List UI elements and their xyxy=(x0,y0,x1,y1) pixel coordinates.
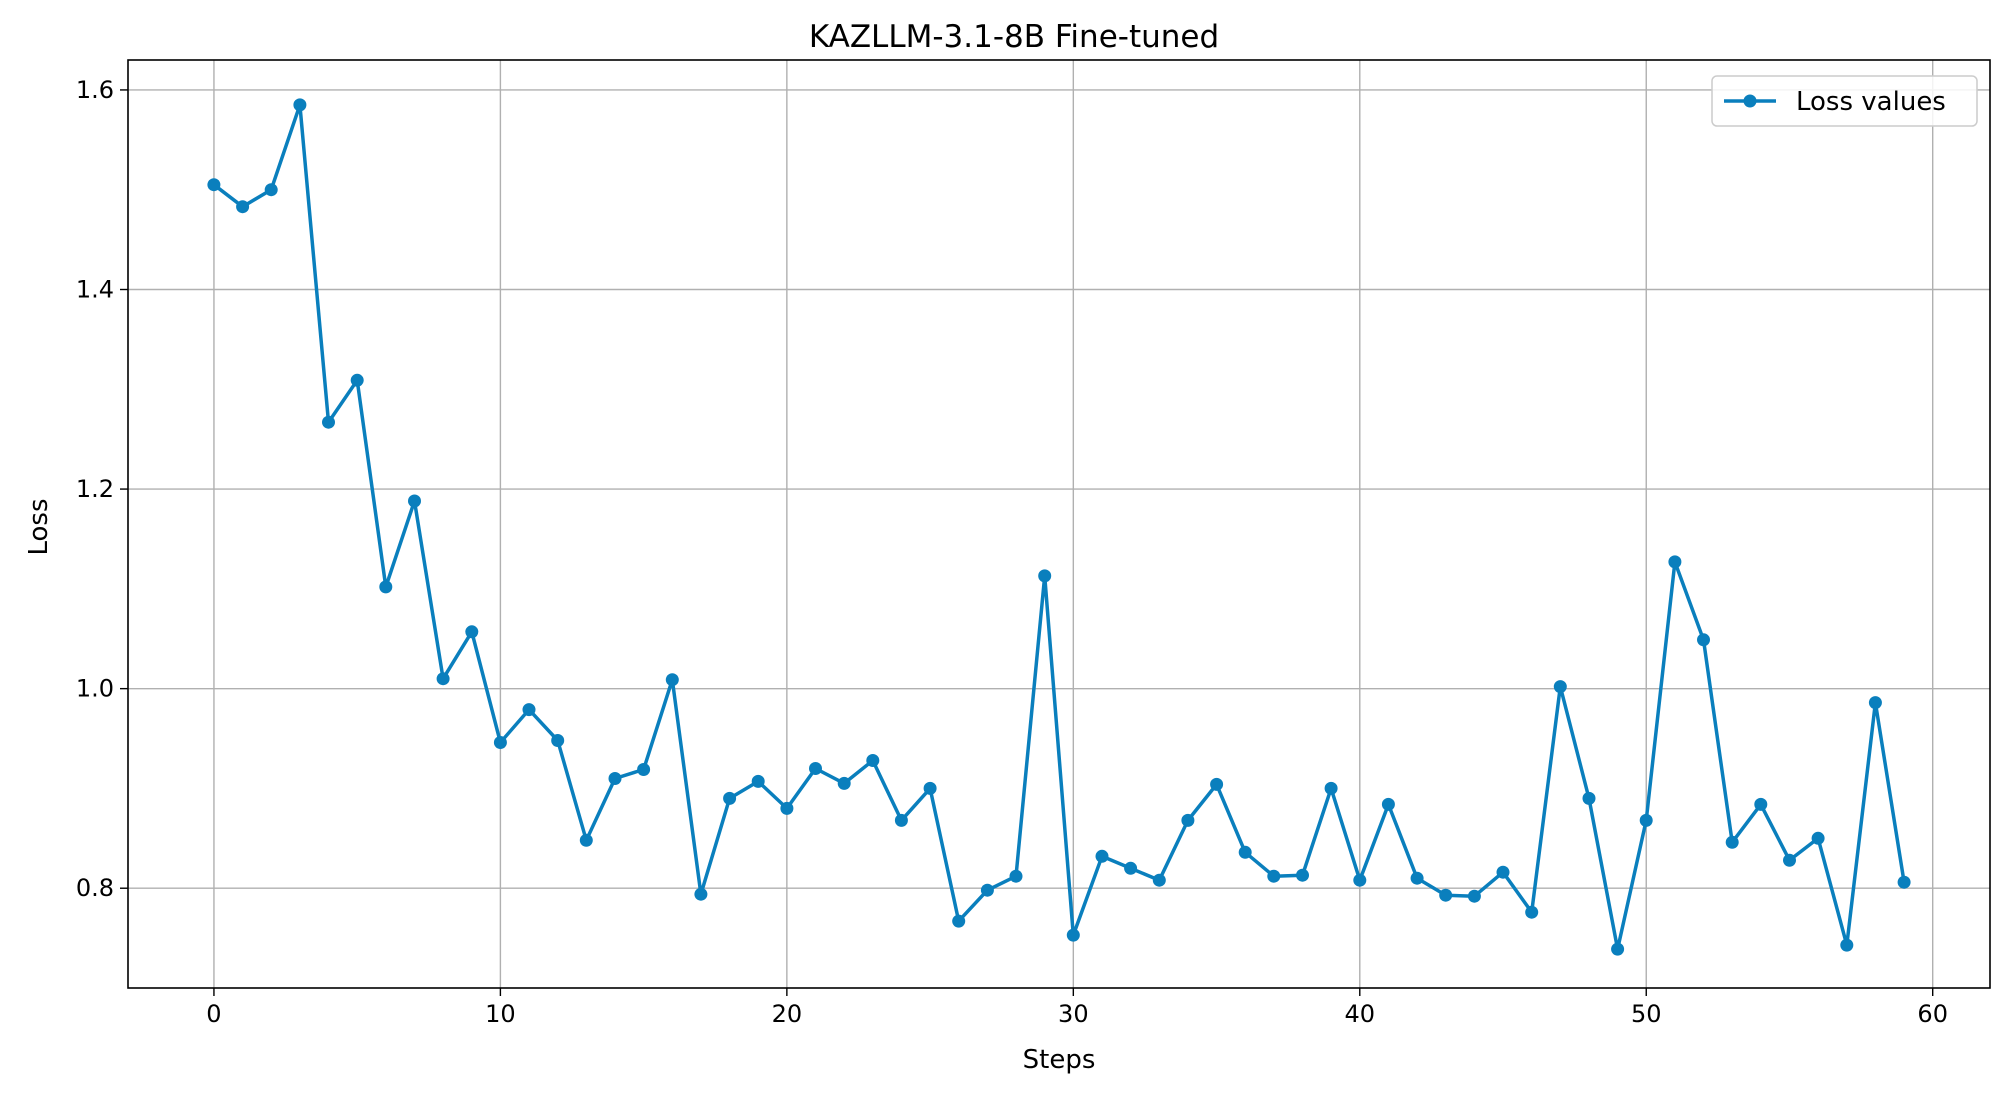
legend-entry-label: Loss values xyxy=(1796,87,1946,117)
x-axis-ticks: 0 10 20 30 40 50 60 xyxy=(206,988,1948,1028)
data-point xyxy=(837,776,851,790)
data-point xyxy=(1697,633,1710,647)
y-axis-label: Loss xyxy=(24,498,54,555)
data-point xyxy=(1639,813,1653,827)
data-point xyxy=(923,781,937,795)
data-point xyxy=(522,703,536,717)
x-axis-label: Steps xyxy=(1023,1045,1096,1075)
data-point xyxy=(1181,813,1195,827)
data-point xyxy=(1410,871,1424,885)
x-tick-label: 60 xyxy=(1917,1000,1948,1028)
data-point xyxy=(1267,869,1281,883)
grid xyxy=(128,60,1990,988)
data-point xyxy=(1439,888,1453,902)
data-point xyxy=(1897,875,1911,889)
y-tick-label: 1.6 xyxy=(76,76,114,104)
data-point xyxy=(608,772,622,785)
data-point xyxy=(1095,849,1109,863)
data-point xyxy=(322,415,335,429)
legend-marker-swatch xyxy=(1743,94,1757,108)
data-point xyxy=(493,736,507,749)
data-point xyxy=(1066,928,1080,942)
data-point xyxy=(952,914,966,928)
data-point xyxy=(1783,853,1796,867)
data-point xyxy=(1725,835,1739,849)
data-point xyxy=(551,734,565,747)
data-point xyxy=(665,673,679,687)
plot-frame xyxy=(127,59,1991,989)
data-point xyxy=(751,774,765,788)
data-point xyxy=(408,494,421,508)
data-point xyxy=(723,791,737,805)
data-point xyxy=(1210,777,1224,791)
data-point xyxy=(1525,905,1539,919)
data-point xyxy=(293,98,307,112)
data-point xyxy=(579,833,593,847)
data-point xyxy=(350,373,364,387)
data-point xyxy=(1668,555,1682,569)
data-point xyxy=(436,672,450,686)
data-point xyxy=(1754,797,1768,811)
data-point xyxy=(894,813,908,827)
legend-frame xyxy=(1711,75,1978,127)
data-point xyxy=(264,183,278,197)
data-point xyxy=(1238,845,1252,859)
x-tick-label: 20 xyxy=(772,1000,803,1028)
data-point xyxy=(236,200,250,214)
x-tick-label: 40 xyxy=(1345,1000,1376,1028)
data-point xyxy=(1496,865,1510,879)
data-point xyxy=(809,762,822,775)
data-point xyxy=(1582,791,1596,805)
y-tick-label: 1.2 xyxy=(76,475,114,503)
y-tick-label: 1.4 xyxy=(76,276,114,304)
data-point xyxy=(1381,797,1395,811)
data-point xyxy=(1353,873,1367,887)
data-point xyxy=(1124,861,1138,875)
y-tick-label: 1.0 xyxy=(76,675,114,703)
data-point xyxy=(379,580,393,594)
data-point xyxy=(1868,696,1882,710)
series-loss-values xyxy=(207,98,1911,956)
data-point xyxy=(1811,831,1825,845)
data-point xyxy=(1038,569,1052,583)
data-point xyxy=(1840,938,1854,952)
x-tick-label: 0 xyxy=(206,1000,221,1028)
data-point xyxy=(866,754,880,767)
data-point xyxy=(1009,869,1023,883)
data-point xyxy=(637,763,651,776)
chart-title: KAZLLM-3.1-8B Fine-tuned xyxy=(809,19,1219,55)
x-tick-label: 30 xyxy=(1058,1000,1089,1028)
data-point xyxy=(1152,873,1166,887)
data-point xyxy=(980,883,994,897)
y-axis-ticks: 0.8 1.0 1.2 1.4 1.6 xyxy=(76,76,128,902)
data-point xyxy=(1296,868,1309,882)
data-point xyxy=(465,625,479,639)
data-point xyxy=(1611,942,1625,956)
x-tick-label: 50 xyxy=(1631,1000,1662,1028)
data-point xyxy=(1324,781,1338,795)
x-tick-label: 10 xyxy=(485,1000,516,1028)
series-line xyxy=(212,103,1906,951)
data-point xyxy=(207,178,221,192)
data-point xyxy=(1553,680,1567,694)
y-tick-label: 0.8 xyxy=(76,874,114,902)
data-point xyxy=(780,801,794,815)
data-point xyxy=(1467,889,1481,903)
data-point xyxy=(694,887,708,901)
legend: Loss values xyxy=(1711,75,1978,127)
